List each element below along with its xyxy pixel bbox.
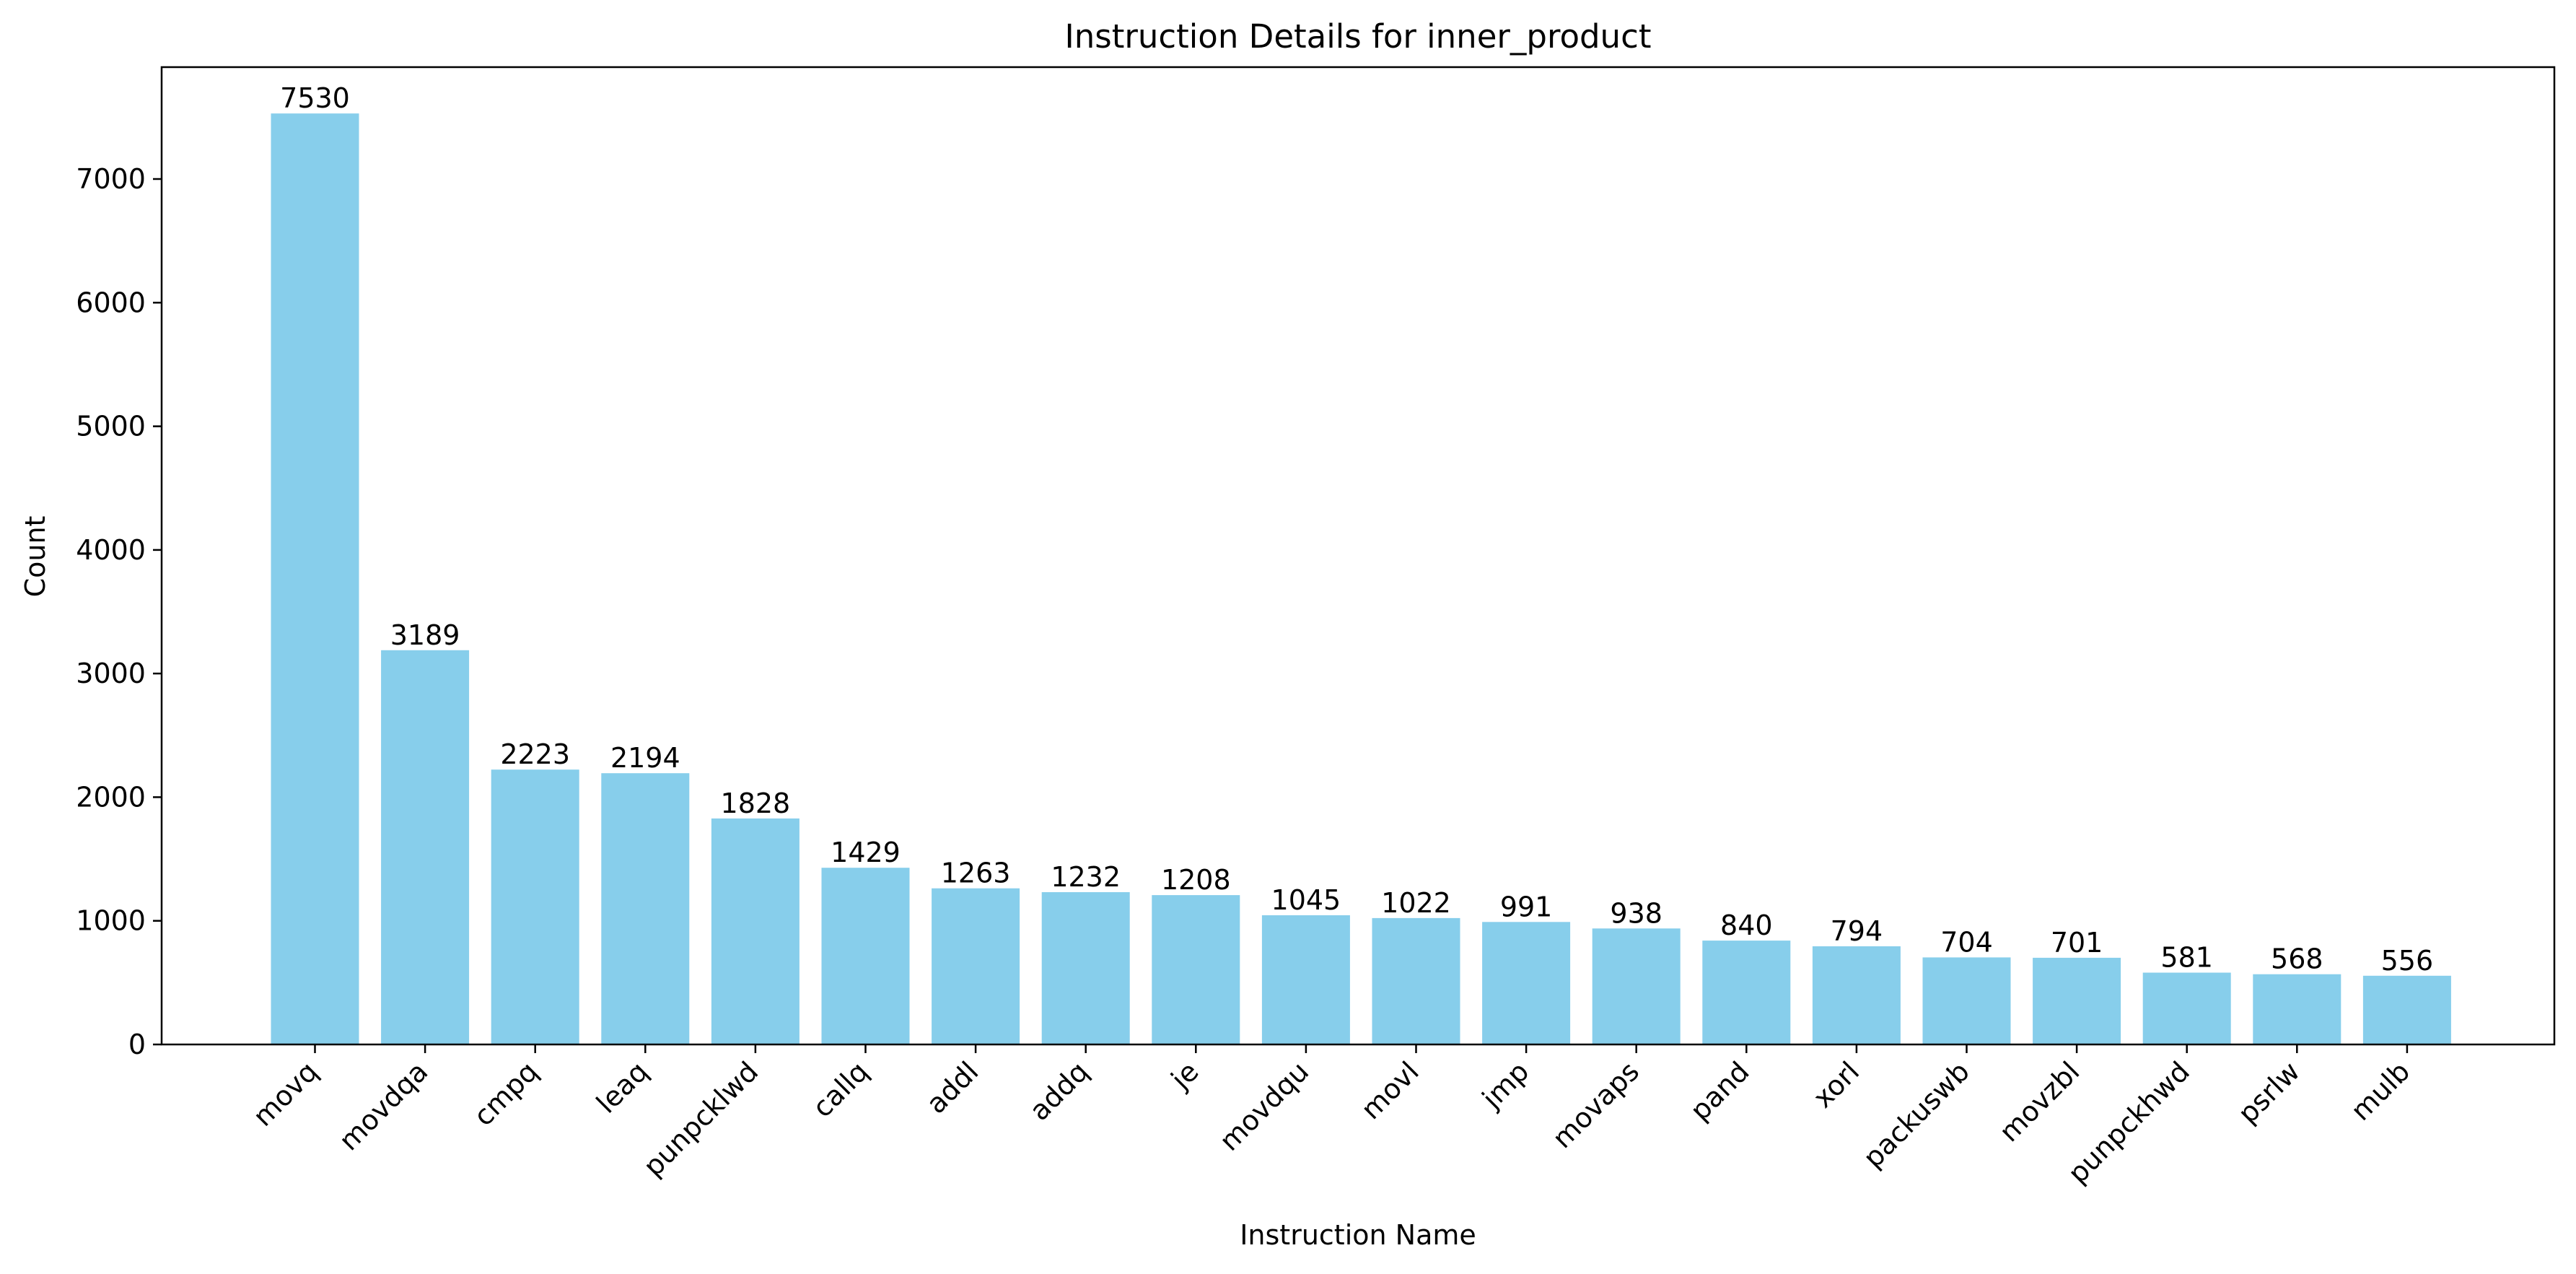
bar-pand	[1702, 941, 1791, 1044]
bar-value-label: 581	[2160, 942, 2213, 974]
bar-punpckhwd	[2142, 972, 2231, 1044]
bar-value-label: 938	[1610, 897, 1662, 929]
y-tick-label: 6000	[76, 287, 146, 318]
y-tick-label: 2000	[76, 781, 146, 813]
x-tick-label: xorl	[1807, 1055, 1865, 1114]
x-tick-label: callq	[807, 1055, 875, 1123]
x-tick-label: jmp	[1476, 1055, 1535, 1115]
bar-movq	[271, 113, 359, 1045]
x-axis-label: Instruction Name	[1240, 1219, 1476, 1251]
bar-mulb	[2362, 975, 2451, 1044]
bar-value-label: 1263	[941, 858, 1011, 889]
x-tick-label: movl	[1355, 1055, 1425, 1125]
bar-value-label: 840	[1720, 909, 1773, 941]
x-tick-label: leaq	[590, 1055, 654, 1120]
bar-value-label: 1022	[1381, 887, 1451, 919]
bar-punpcklwd	[711, 818, 799, 1044]
bar-value-label: 1232	[1051, 861, 1121, 893]
bar-value-label: 794	[1831, 915, 1883, 947]
bar-value-label: 7530	[280, 82, 350, 114]
bar-movdqa	[381, 650, 470, 1044]
bar-movl	[1372, 917, 1460, 1044]
chart-title: Instruction Details for inner_product	[1065, 17, 1652, 56]
bar-value-label: 1429	[831, 837, 901, 868]
x-tick-label: cmpq	[468, 1055, 544, 1132]
bar-value-label: 2223	[500, 738, 570, 770]
bar-addl	[932, 888, 1020, 1044]
bar-packuswb	[1922, 957, 2011, 1044]
bar-leaq	[601, 773, 690, 1044]
y-tick-label: 7000	[76, 163, 146, 195]
y-tick-label: 1000	[76, 905, 146, 937]
x-tick-label: packuswb	[1857, 1055, 1976, 1174]
bars-group	[271, 113, 2451, 1045]
y-axis: 0 1000 2000 3000 4000 5000 6000 7000	[76, 163, 162, 1060]
bar-value-label: 568	[2271, 943, 2323, 975]
y-axis-label: Count	[19, 516, 51, 598]
bar-value-label: 3189	[390, 619, 460, 651]
bar-value-label: 991	[1500, 891, 1553, 922]
bar-value-label: 556	[2381, 945, 2434, 977]
bar-movaps	[1592, 928, 1681, 1044]
bar-callq	[821, 868, 910, 1044]
y-tick-label: 5000	[76, 411, 146, 442]
bar-cmpq	[491, 769, 579, 1044]
x-tick-label: je	[1165, 1055, 1205, 1096]
bar-value-label: 1045	[1271, 884, 1341, 916]
y-tick-label: 0	[128, 1029, 146, 1060]
plot-frame	[160, 66, 2556, 1046]
x-tick-label: punpcklwd	[637, 1055, 764, 1182]
x-tick-label: movq	[247, 1055, 324, 1133]
bar-movzbl	[2033, 957, 2121, 1044]
bar-value-label: 2194	[610, 742, 680, 774]
x-tick-label: addq	[1023, 1055, 1095, 1127]
x-tick-label: movzbl	[1993, 1055, 2085, 1148]
bar-je	[1152, 895, 1240, 1044]
x-tick-label: psrlw	[2232, 1055, 2306, 1130]
bar-movdqu	[1261, 915, 1350, 1044]
x-tick-label: addl	[920, 1055, 984, 1120]
x-tick-label: pand	[1684, 1055, 1756, 1127]
bar-value-label: 701	[2051, 927, 2103, 959]
bar-addq	[1041, 892, 1130, 1044]
y-tick-label: 4000	[76, 534, 146, 566]
bar-labels-group: 7530 3189 2223 2194 1828 1429 1263 1232 1208 1045…	[280, 82, 2433, 977]
bar-jmp	[1482, 922, 1571, 1044]
bar-psrlw	[2253, 974, 2341, 1044]
bar-value-label: 1828	[721, 787, 791, 819]
bar-xorl	[1812, 946, 1901, 1044]
x-tick-label: mulb	[2344, 1055, 2416, 1127]
x-tick-label: movdqa	[333, 1055, 434, 1156]
x-tick-label: movaps	[1546, 1055, 1645, 1154]
bar-value-label: 1208	[1161, 864, 1231, 896]
y-tick-label: 3000	[76, 658, 146, 689]
bar-value-label: 704	[1940, 926, 1993, 958]
x-tick-label: movdqu	[1213, 1055, 1315, 1157]
